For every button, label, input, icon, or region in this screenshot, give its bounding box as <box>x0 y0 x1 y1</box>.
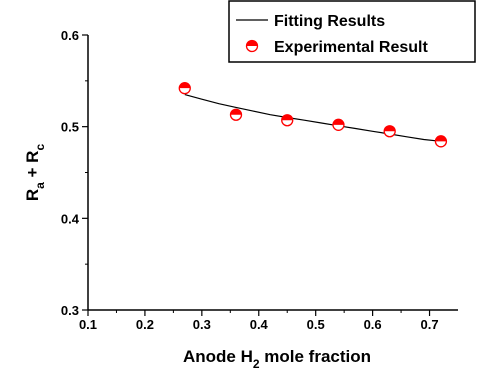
data-point-fill <box>384 125 396 132</box>
x-axis-title-subscript: 2 <box>253 357 260 371</box>
data-point <box>281 114 294 127</box>
legend-marker-fill <box>246 40 258 46</box>
series-layer <box>178 82 448 148</box>
x-ticks: 0.1 0.2 0.3 0.4 0.5 0.6 0.7 <box>79 310 439 332</box>
x-tick-label: 0.1 <box>79 317 97 332</box>
data-point-fill <box>435 135 447 142</box>
x-tick-label: 0.7 <box>420 317 438 332</box>
y-tick-label: 0.5 <box>61 120 79 135</box>
x-tick-label: 0.2 <box>136 317 154 332</box>
legend: Fitting Results Experimental Result <box>228 0 476 63</box>
x-tick-label: 0.5 <box>307 317 325 332</box>
data-point <box>383 125 396 138</box>
y-axis-title-r: R <box>23 189 42 201</box>
x-tick-label: 0.4 <box>250 317 269 332</box>
data-point-fill <box>179 82 191 89</box>
y-tick-label: 0.6 <box>61 28 79 43</box>
data-point-fill <box>332 119 344 125</box>
data-point <box>434 135 448 148</box>
legend-box <box>228 0 476 63</box>
x-tick-label: 0.3 <box>193 317 211 332</box>
data-point <box>332 118 345 131</box>
fit-line <box>184 94 441 142</box>
y-tick-label: 0.3 <box>61 303 79 318</box>
y-axis-title-subscript-c: c <box>33 144 47 151</box>
legend-label-experimental: Experimental Result <box>274 39 429 56</box>
y-axis-title-plus-r: + R <box>23 151 42 183</box>
data-point-fill <box>281 114 293 121</box>
data-point <box>229 108 243 121</box>
y-axis-title: Ra + Rc <box>23 144 47 202</box>
y-tick-label: 0.4 <box>61 211 80 226</box>
x-tick-label: 0.6 <box>364 317 382 332</box>
legend-label-fitting: Fitting Results <box>274 13 385 30</box>
x-axis-title: Anode H2 mole fraction <box>183 347 371 371</box>
legend-marker-swatch <box>245 39 259 53</box>
x-axis-title-main: Anode H <box>183 347 253 366</box>
x-axis-title-rest: mole fraction <box>260 347 371 366</box>
data-point <box>178 82 191 95</box>
y-ticks: 0.3 0.4 0.5 0.6 <box>61 28 88 318</box>
data-point-fill <box>230 109 242 115</box>
y-axis-title-subscript-a: a <box>33 182 47 189</box>
legend-marker <box>245 39 259 53</box>
